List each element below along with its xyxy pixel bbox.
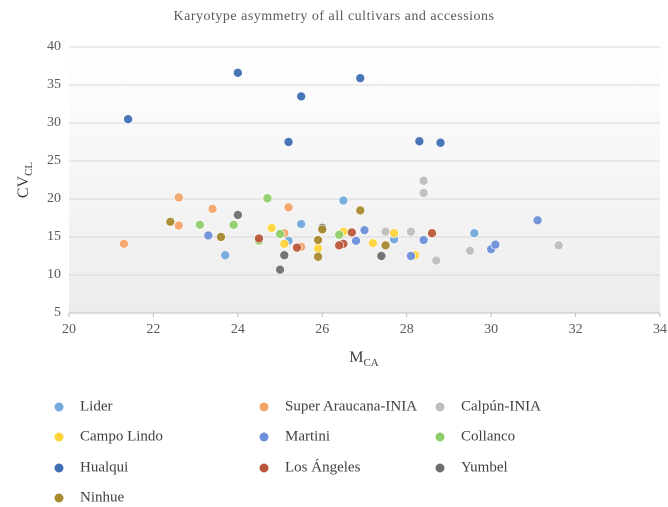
x-tick-label: 34 [653, 322, 667, 337]
legend-text: Ninhue [80, 489, 125, 505]
legend-text: Martini [285, 428, 330, 444]
point [119, 239, 129, 249]
point [359, 225, 370, 235]
y-tick-label: 20 [47, 191, 61, 206]
point [283, 202, 294, 213]
legend-marker [54, 432, 64, 442]
point [418, 188, 429, 198]
point [465, 245, 475, 256]
point [380, 240, 391, 251]
point [338, 195, 349, 206]
legend-text: Campo Lindo [80, 428, 163, 444]
point [233, 68, 243, 78]
point [165, 217, 176, 227]
legend-marker [259, 463, 269, 473]
y-tick-label: 35 [47, 77, 61, 92]
x-tick-label: 28 [400, 322, 414, 337]
legend-marker [54, 402, 64, 412]
point [313, 251, 323, 262]
point [266, 223, 277, 233]
point [355, 73, 366, 83]
y-tick-label: 40 [47, 39, 61, 54]
point [490, 239, 501, 250]
legend-text: Super Araucana-INIA [285, 398, 417, 414]
point [553, 240, 564, 251]
x-tick-label: 30 [484, 322, 498, 337]
point [406, 226, 416, 237]
y-tick-label: 30 [47, 115, 61, 130]
legend-text: Hualqui [80, 459, 128, 475]
point [347, 227, 357, 238]
x-tick-label: 32 [569, 322, 583, 337]
point [414, 136, 425, 147]
y-axis-title: CVCL [15, 162, 35, 199]
point [262, 193, 273, 204]
legend-text: Los Ángeles [285, 458, 361, 475]
y-tick-label: 25 [47, 153, 61, 168]
point [279, 250, 290, 261]
point [418, 235, 429, 245]
x-axis-title: MCA [349, 349, 379, 369]
point [313, 235, 323, 245]
point [123, 114, 133, 124]
x-tick-label: 22 [146, 322, 160, 337]
point [254, 233, 264, 244]
y-tick-label: 15 [47, 229, 61, 244]
point [427, 228, 437, 238]
x-tick-label: 26 [315, 322, 329, 337]
point [173, 192, 184, 203]
point [418, 175, 429, 186]
point [292, 242, 302, 253]
point [368, 238, 378, 248]
point [228, 220, 239, 230]
y-tick-label: 5 [54, 305, 61, 320]
legend-marker [435, 432, 445, 442]
point [275, 229, 285, 239]
legend-marker [435, 402, 445, 412]
point [469, 228, 480, 238]
legend-text: Yumbel [461, 459, 508, 475]
point [380, 226, 391, 237]
point [355, 205, 366, 216]
legend-text: Lider [80, 398, 112, 414]
point [334, 240, 344, 251]
legend-marker [259, 432, 269, 442]
point [275, 264, 285, 275]
y-tick-label: 10 [47, 267, 61, 282]
point [279, 239, 290, 249]
legend-marker [54, 463, 64, 473]
x-tick-label: 20 [62, 322, 76, 337]
point [317, 224, 328, 235]
legend-marker [54, 493, 64, 503]
point [313, 243, 323, 254]
x-tick-label: 24 [231, 322, 245, 337]
point [431, 255, 442, 266]
point [173, 220, 184, 231]
point [283, 137, 294, 147]
point [220, 250, 230, 261]
chart-title: Karyotype asymmetry of all cultivars and… [174, 9, 495, 24]
point [389, 228, 399, 238]
legend-marker [259, 402, 269, 412]
point [435, 137, 446, 148]
point [351, 236, 361, 246]
legend-text: Collanco [461, 428, 515, 444]
plot-area [69, 47, 660, 313]
point [376, 251, 387, 261]
point [195, 220, 205, 230]
point [296, 91, 306, 102]
point [207, 204, 218, 214]
point [216, 232, 226, 242]
point [233, 210, 243, 220]
point [203, 230, 214, 241]
legend-text: Calpún-INIA [461, 398, 541, 414]
point [296, 219, 306, 229]
point [532, 215, 543, 226]
legend-marker [435, 463, 445, 473]
point [406, 251, 416, 261]
point [334, 229, 344, 240]
